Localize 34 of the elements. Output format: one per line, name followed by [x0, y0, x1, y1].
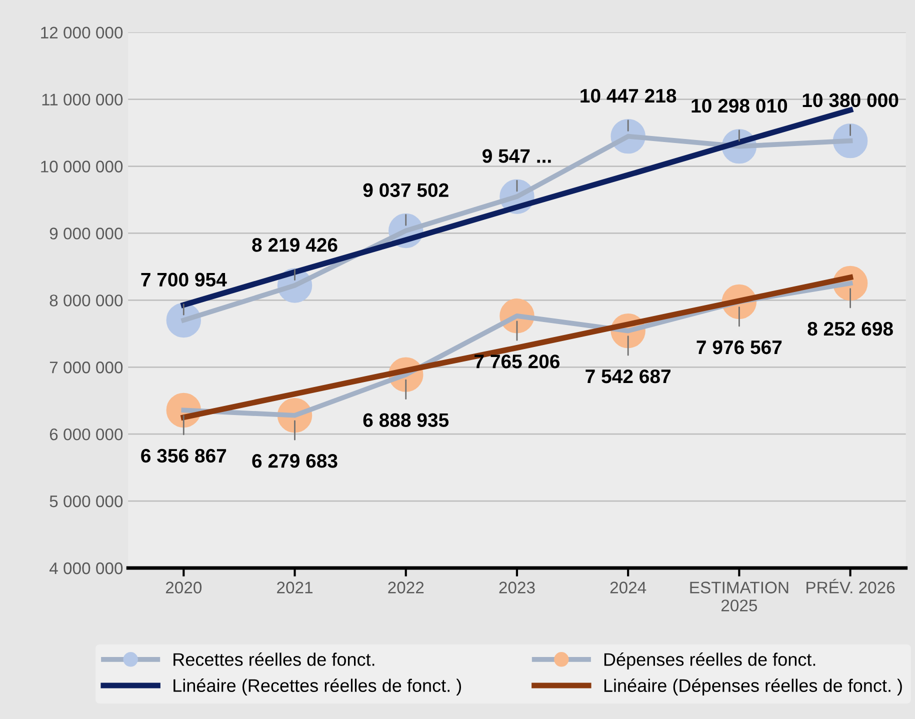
y-tick-label: 9 000 000	[50, 228, 123, 240]
y-tick-label: 7 000 000	[50, 362, 123, 374]
data-label: 7 765 206	[474, 354, 560, 368]
data-label: 7 976 567	[696, 340, 782, 354]
legend-label: Dépenses réelles de fonct.	[604, 652, 816, 670]
x-tick-label: 2020	[166, 582, 202, 594]
data-label: 7 542 687	[586, 369, 670, 384]
data-label: 10 447 218	[580, 88, 676, 103]
x-tick-label: 2023	[499, 582, 535, 594]
y-tick-label: 4 000 000	[49, 562, 123, 574]
data-label: 6 356 867	[141, 448, 226, 463]
data-label: 9 037 502	[363, 183, 448, 198]
y-tick-label: 8 000 000	[50, 294, 123, 306]
data-label: 10 298 010	[692, 98, 788, 113]
x-tick-label: PRÉV. 2026	[806, 578, 895, 594]
data-label: 9 547 ...	[482, 149, 551, 163]
y-tick-label: 11 000 000	[42, 94, 123, 106]
legend-label: Linéaire (Recettes réelles de fonct. )	[174, 678, 462, 696]
y-tick-label: 10 000 000	[41, 160, 123, 172]
y-tick-label: 6 000 000	[50, 428, 123, 440]
y-tick-label: 5 000 000	[50, 495, 123, 508]
data-label: 10 380 000	[802, 93, 898, 108]
data-label: 8 252 698	[808, 322, 893, 336]
legend-label: Linéaire (Dépenses réelles de fonct. )	[604, 678, 902, 696]
x-tick-label: 2022	[388, 582, 424, 594]
data-label: 6 279 683	[252, 454, 338, 468]
data-label: 7 700 954	[141, 272, 227, 287]
x-tick-label: 2021	[277, 582, 312, 594]
x-tick-label: ESTIMATION 2025	[690, 582, 788, 612]
legend-label: Recettes réelles de fonct.	[174, 652, 374, 666]
data-label: 8 219 426	[252, 238, 338, 252]
x-tick-label: 2024	[610, 582, 646, 594]
data-label: 6 888 935	[363, 413, 449, 428]
y-tick-label: 12 000 000	[41, 26, 123, 39]
